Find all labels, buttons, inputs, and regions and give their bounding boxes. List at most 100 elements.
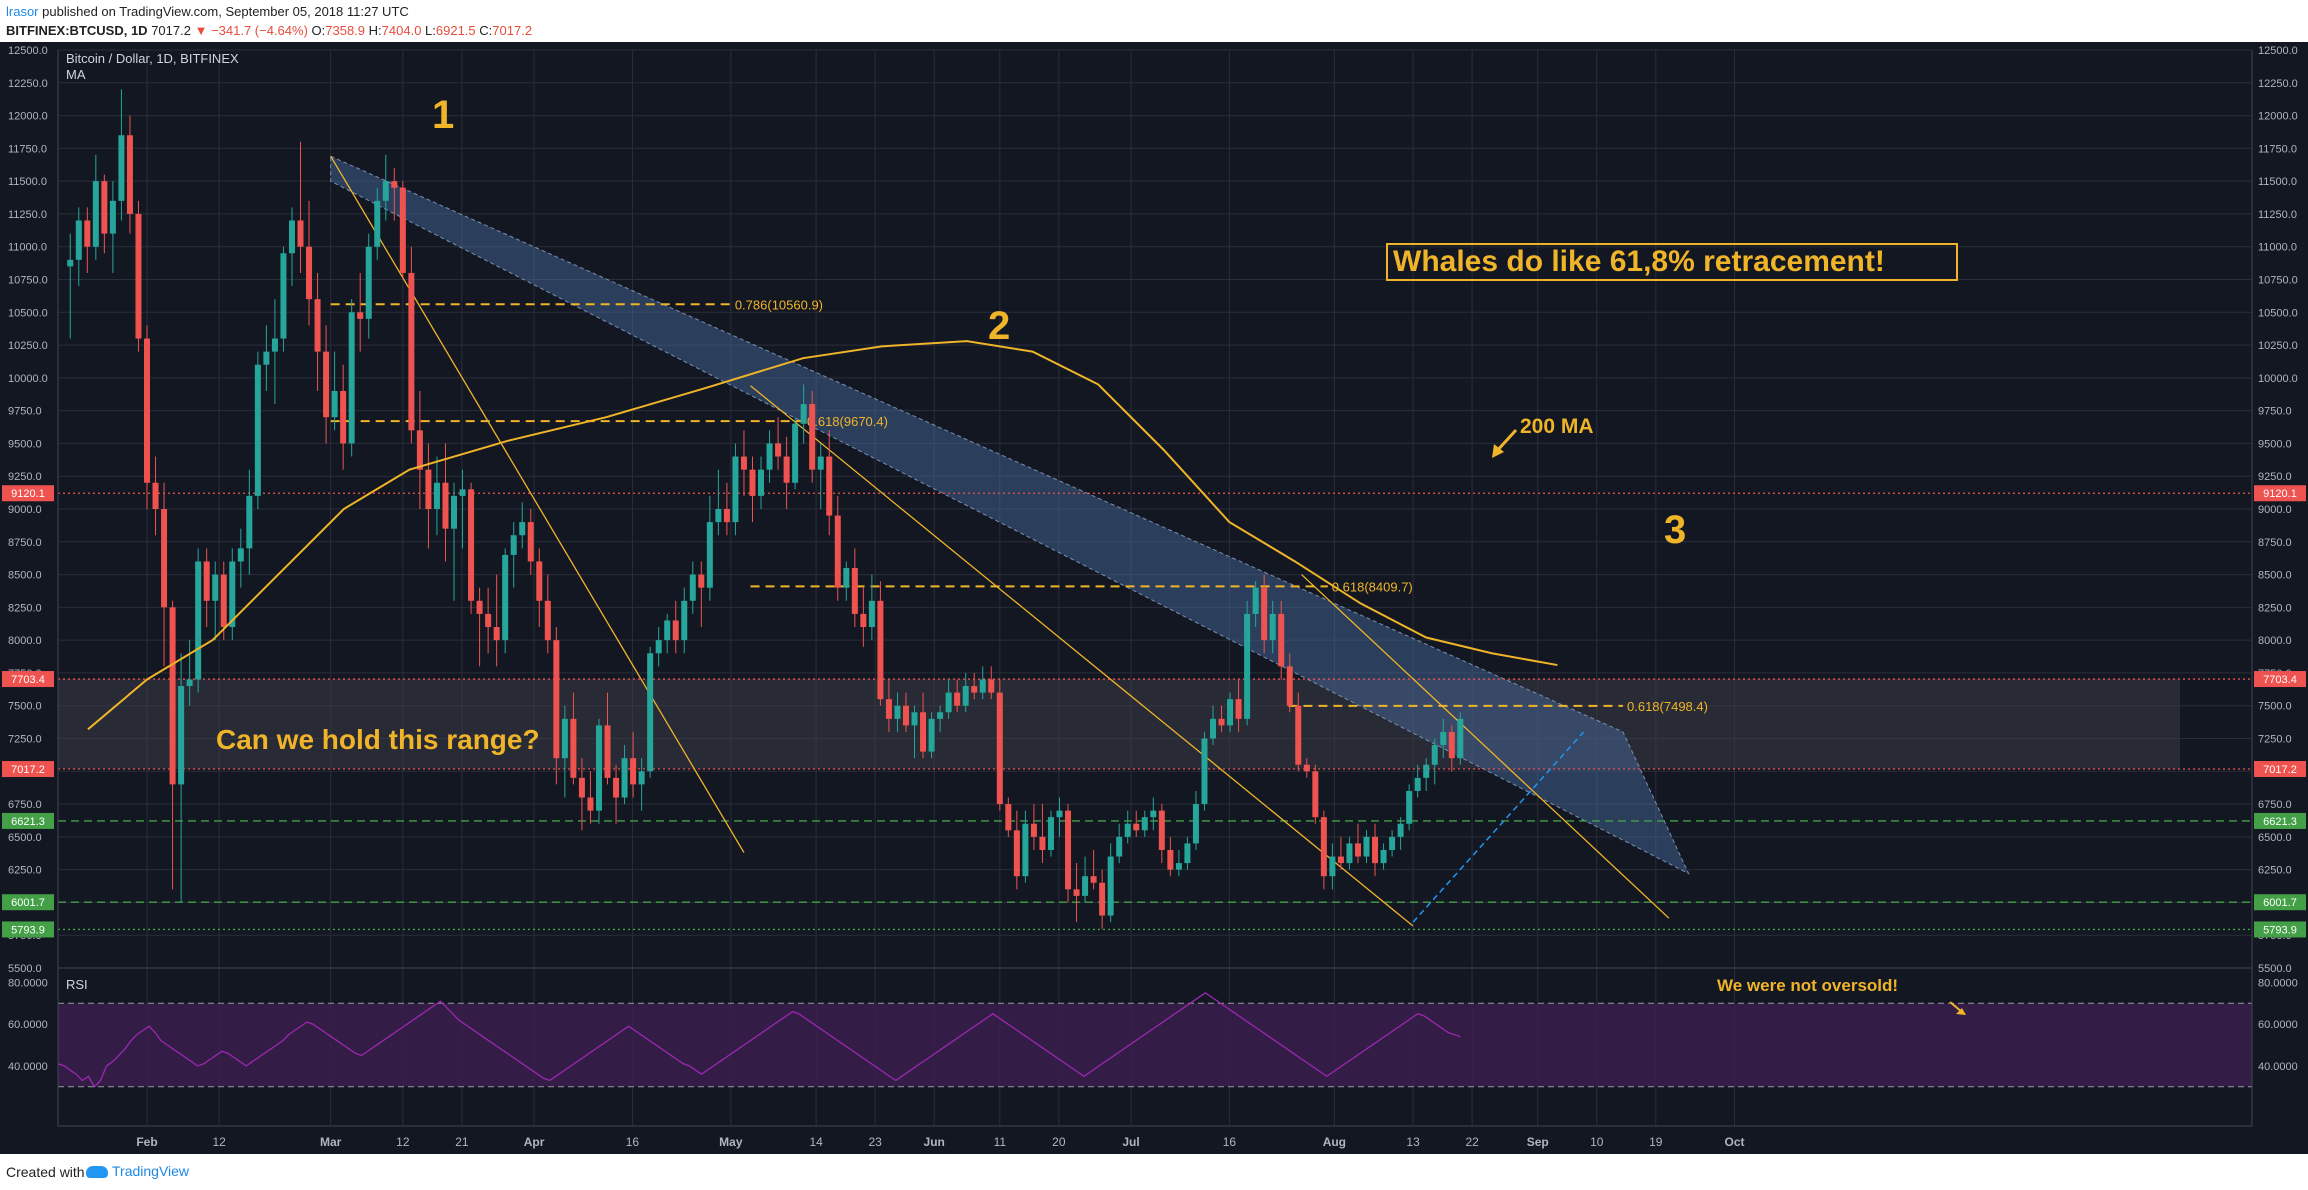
candle-body (1295, 705, 1302, 765)
candle-body (655, 640, 662, 654)
ma-arrow-icon (1492, 428, 1518, 458)
candle-body (1090, 876, 1097, 883)
oversold-arrow-icon (1949, 1001, 1966, 1015)
candle-body (587, 797, 594, 811)
open-value: 7358.9 (325, 23, 366, 38)
price-axis-label-left: 7500.0 (8, 701, 42, 713)
candle-body (928, 718, 935, 752)
candle-body (1303, 764, 1310, 772)
candle-body (84, 220, 91, 247)
candle-body (212, 574, 219, 601)
rsi-legend[interactable]: RSI (66, 977, 88, 992)
candle-body (954, 692, 961, 706)
price-tag-tag-left (2, 761, 54, 778)
candle-body (971, 686, 978, 693)
price-tag-text: 7703.4 (11, 674, 45, 686)
candle-body (979, 679, 986, 693)
candle-body (945, 692, 952, 713)
price-tag-tag-left (2, 894, 54, 911)
time-axis-label: 16 (626, 1135, 640, 1149)
candle-body (1406, 790, 1413, 824)
price-axis-label-right: 6250.0 (2258, 865, 2292, 877)
price-tag-tag-right (2254, 894, 2306, 911)
price-tag-tag-right (2254, 921, 2306, 938)
candle-body (92, 181, 99, 247)
channel-fill (330, 155, 1690, 875)
price-axis-label-right: 8250.0 (2258, 602, 2292, 614)
candle-body (1320, 817, 1327, 877)
candle-body (451, 495, 458, 529)
range-zone (58, 679, 2180, 770)
candle-body (408, 272, 415, 431)
candle-body (800, 404, 807, 424)
time-axis-label: Aug (1323, 1135, 1346, 1149)
candle-body (902, 705, 909, 726)
legend-indicator[interactable]: MA (66, 67, 86, 82)
candle-body (553, 640, 560, 759)
candle-body (843, 568, 850, 588)
price-chart-svg[interactable]: 0.786(10560.9) 0.618(9670.4) 0.618(8409.7)… (0, 42, 2308, 1154)
price-tags: 9120.1 9120.1 7703.4 7703.4 7017.2 7017.2 6621… (2, 485, 2306, 938)
candle-body (1056, 810, 1063, 818)
candle-body (1065, 810, 1072, 890)
candle-body (1448, 731, 1455, 759)
candle-body (126, 135, 133, 214)
candle-body (732, 456, 739, 523)
candle-body (178, 686, 185, 785)
candle-body (1278, 613, 1285, 667)
author-link[interactable]: lrasor (6, 4, 39, 19)
price-axis-label-right: 10250.0 (2258, 340, 2298, 352)
price-axis-label-left: 5500.0 (8, 963, 42, 975)
candle-body (323, 351, 330, 418)
price-axis-label-left: 6500.0 (8, 832, 42, 844)
tradingview-logo[interactable]: TradingView (86, 1163, 189, 1179)
candle-body (118, 135, 125, 201)
chart-area[interactable]: 0.786(10560.9) 0.618(9670.4) 0.618(8409.7)… (0, 42, 2308, 1154)
candle-body (476, 600, 483, 614)
candle-body (1005, 804, 1012, 831)
candle-body (570, 718, 577, 778)
time-axis-label: Sep (1527, 1135, 1549, 1149)
price-axis-label-left: 9500.0 (8, 438, 42, 450)
candle-body (152, 482, 159, 509)
price-axis-label-left: 8000.0 (8, 635, 42, 647)
price-tag-text: 7017.2 (11, 764, 45, 776)
candles (67, 89, 1464, 929)
rsi-axis-label-right: 40.0000 (2258, 1061, 2298, 1073)
wave-1-label: 1 (432, 93, 454, 137)
candle-body (894, 705, 901, 719)
low-label: L: (425, 23, 436, 38)
rsi-axis-label-left: 60.0000 (8, 1019, 48, 1031)
candle-body (851, 568, 858, 614)
time-axis-label: 10 (1590, 1135, 1604, 1149)
time-axis-label: Feb (136, 1135, 157, 1149)
candle-body (595, 725, 602, 811)
candle-body (220, 574, 227, 628)
price-tag-text: 9120.1 (11, 488, 45, 500)
candle-body (613, 777, 620, 798)
candle-body (1252, 587, 1259, 614)
price-tag-text: 5793.9 (2263, 924, 2297, 936)
price-axis-label-left: 8250.0 (8, 602, 42, 614)
price-tag-text: 6621.3 (2263, 816, 2297, 828)
candle-body (1022, 823, 1029, 877)
candle-body (246, 495, 253, 549)
high-value: 7404.0 (381, 23, 422, 38)
candle-body (101, 181, 108, 234)
price-axis-label-right: 7500.0 (2258, 701, 2292, 713)
price-axis-label-left: 12000.0 (8, 111, 48, 123)
tradingview-brand: TradingView (112, 1163, 190, 1179)
candle-body (621, 758, 628, 798)
price-axis-label-left: 10750.0 (8, 275, 48, 287)
rsi-pane (57, 967, 2252, 1088)
price-axis-label-left: 10500.0 (8, 307, 48, 319)
candle-body (817, 456, 824, 470)
candle-body (1175, 863, 1182, 870)
candle-body (1235, 699, 1242, 719)
candle-body (1039, 836, 1046, 850)
candle-body (442, 482, 449, 529)
price-axis-label-left: 12500.0 (8, 45, 48, 57)
rsi-line (57, 992, 1461, 1088)
price-axis-label-left: 9750.0 (8, 406, 42, 418)
candle-body (1431, 745, 1438, 765)
